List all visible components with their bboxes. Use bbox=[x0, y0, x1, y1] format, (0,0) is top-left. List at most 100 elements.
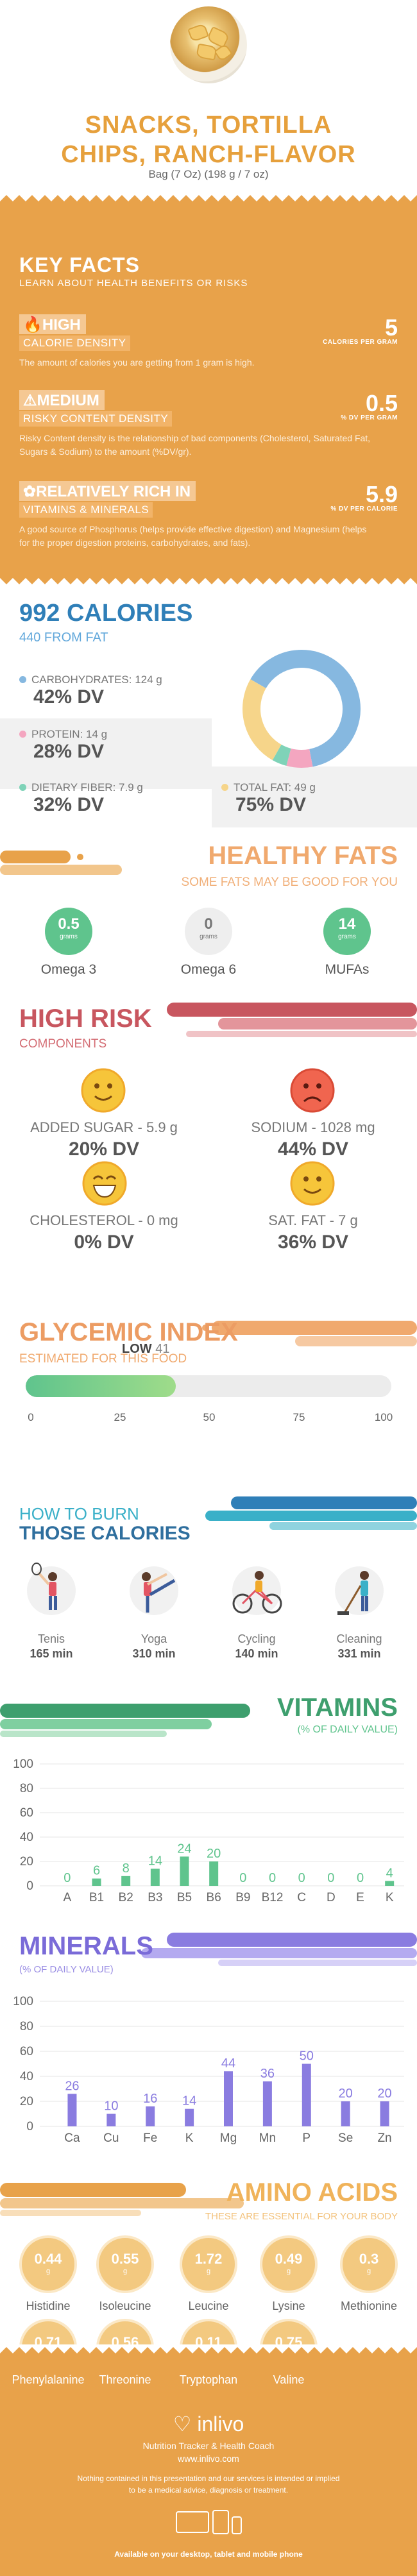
burn-label: Yoga bbox=[140, 1632, 167, 1645]
minerals-bar-chart: 0 20 40 60 80 100 26 Ca 10 Cu 16 Fe 14 K 44 Mg 36 Mn 50 P 20… bbox=[13, 1995, 404, 2145]
amino-circle: 0.55 g bbox=[96, 2235, 154, 2293]
healthy-fats-stripes bbox=[0, 851, 122, 875]
y-tick-label: 60 bbox=[20, 2045, 33, 2058]
fact-description: Risky Content density is the relationshi… bbox=[19, 433, 371, 457]
y-tick-label: 80 bbox=[20, 2020, 33, 2033]
leaf-icon: ✿ bbox=[23, 483, 37, 500]
fat-dot bbox=[221, 784, 228, 791]
x-tick-label: Zn bbox=[377, 2131, 391, 2145]
x-tick-label: A bbox=[63, 1891, 71, 1904]
x-tick-label: B9 bbox=[235, 1891, 250, 1904]
bar-value-label: 20 bbox=[339, 2087, 353, 2101]
bar-Mn bbox=[262, 2081, 272, 2126]
zigzag-bottom bbox=[0, 578, 417, 587]
x-tick-label: B3 bbox=[148, 1891, 162, 1904]
fact-level: 🔥HIGH bbox=[19, 314, 86, 334]
bar-value-label: 20 bbox=[207, 1847, 221, 1861]
macro-carbs: CARBOHYDRATES: 124 g 42% DV bbox=[19, 674, 162, 708]
key-facts-section: KEY FACTS LEARN ABOUT HEALTH BENEFITS OR… bbox=[0, 192, 417, 587]
glycemic-tick: 25 bbox=[114, 1411, 126, 1423]
healthy-fats-title: HEALTHY FATS bbox=[208, 842, 398, 870]
fact-vitamins-minerals: ✿RELATIVELY RICH IN VITAMINS & MINERALS … bbox=[19, 481, 398, 550]
page-title: SNACKS, TORTILLA CHIPS, RANCH-FLAVOR bbox=[0, 110, 417, 169]
glycemic-tick: 100 bbox=[374, 1411, 393, 1423]
macro-protein: PROTEIN: 14 g 28% DV bbox=[19, 728, 107, 763]
bar-value-label: 44 bbox=[221, 2056, 235, 2071]
macro-fiber: DIETARY FIBER: 7.9 g 32% DV bbox=[19, 781, 143, 816]
donut-slice-carbohydrates bbox=[250, 650, 361, 767]
fact-calorie-density: 🔥HIGH CALORIE DENSITY The amount of calo… bbox=[19, 314, 398, 369]
amino-circle: 0.44 g bbox=[19, 2235, 77, 2293]
amino-label: Lysine bbox=[272, 2300, 305, 2312]
vitamins-stripes bbox=[0, 1704, 250, 1737]
risk-label: SODIUM - 1028 mg bbox=[251, 1119, 375, 1135]
serving-size: Bag (7 Oz) (198 g / 7 oz) bbox=[148, 168, 269, 180]
macro-background bbox=[0, 718, 212, 789]
risk-label: ADDED SUGAR - 5.9 g bbox=[30, 1119, 178, 1135]
protein-dot bbox=[19, 731, 26, 738]
bar-value-label: 6 bbox=[93, 1864, 100, 1878]
minerals-title: MINERALS bbox=[19, 1932, 153, 1960]
healthy-fats-subtitle: SOME FATS MAY BE GOOD FOR YOU bbox=[181, 876, 398, 889]
bar-value-label: 24 bbox=[177, 1842, 191, 1856]
x-tick-label: K bbox=[185, 2131, 194, 2145]
fact-description: The amount of calories you are getting f… bbox=[19, 357, 255, 368]
amino-circle: 0.49 g bbox=[260, 2235, 318, 2293]
fiber-dot bbox=[19, 784, 26, 791]
fact-value: 0.5% DV PER GRAM bbox=[341, 390, 398, 421]
bar-value-label: 10 bbox=[104, 2099, 118, 2114]
y-tick-label: 0 bbox=[26, 2120, 33, 2133]
fact-label: CALORIE DENSITY bbox=[19, 335, 130, 351]
bar-value-label: 8 bbox=[123, 1861, 130, 1876]
tennis-icon bbox=[27, 1563, 76, 1615]
fact-value: 5 CALORIES PER GRAM bbox=[323, 314, 398, 346]
fact-level: ⚠MEDIUM bbox=[19, 390, 105, 410]
x-tick-label: K bbox=[386, 1891, 394, 1904]
burn-label: Cycling bbox=[237, 1632, 276, 1645]
amino-title: AMINO ACIDS bbox=[226, 2178, 398, 2207]
risk-label: CHOLESTEROL - 0 mg bbox=[30, 1212, 178, 1228]
amino-circle: 1.72 g bbox=[180, 2235, 237, 2293]
y-tick-label: 80 bbox=[20, 1782, 33, 1795]
bar-B5 bbox=[180, 1856, 189, 1886]
fact-description: A good source of Phosphorus (helps provi… bbox=[19, 524, 367, 548]
donut-slice-fiber bbox=[272, 744, 291, 766]
risk-value: 0% DV bbox=[74, 1232, 134, 1253]
heart-icon: ♡ bbox=[173, 2412, 192, 2436]
burn-stripes bbox=[205, 1496, 417, 1530]
amino-subtitle: THESE ARE ESSENTIAL FOR YOUR BODY bbox=[205, 2211, 398, 2222]
burn-time: 165 min bbox=[30, 1647, 73, 1660]
high-risk-stripes bbox=[167, 1003, 417, 1037]
bar-value-label: 0 bbox=[327, 1871, 334, 1885]
bar-B6 bbox=[209, 1861, 219, 1886]
title-line-2: CHIPS, RANCH-FLAVOR bbox=[61, 141, 356, 168]
amino-label: Phenylalanine bbox=[12, 2373, 85, 2386]
omega3-label: Omega 3 bbox=[40, 962, 97, 977]
glycemic-tick: 0 bbox=[28, 1411, 34, 1423]
amino-label: Leucine bbox=[188, 2300, 229, 2312]
bar-value-label: 20 bbox=[377, 2087, 391, 2101]
x-tick-label: Ca bbox=[64, 2131, 80, 2145]
glycemic-track bbox=[26, 1375, 391, 1397]
burn-title-line2: THOSE CALORIES bbox=[19, 1523, 191, 1544]
bar-Cu bbox=[106, 2114, 116, 2126]
title-line-1: SNACKS, TORTILLA bbox=[85, 112, 332, 139]
fact-risky-content: ⚠MEDIUM RISKY CONTENT DENSITY Risky Cont… bbox=[19, 390, 398, 459]
vitamins-title: VITAMINS bbox=[277, 1693, 398, 1722]
footer-available: Available on your desktop, tablet and mo… bbox=[114, 2550, 303, 2559]
x-tick-label: Se bbox=[338, 2131, 353, 2145]
minerals-subtitle: (% OF DAILY VALUE) bbox=[19, 1964, 114, 1975]
mufa-circle: 14 grams bbox=[323, 908, 371, 955]
footer-tagline: Nutrition Tracker & Health Coach bbox=[142, 2441, 275, 2451]
footer: Phenylalanine Threonine Tryptophan Valin… bbox=[0, 2344, 417, 2576]
fact-level: ✿RELATIVELY RICH IN bbox=[19, 481, 196, 501]
yoga-icon bbox=[130, 1566, 178, 1615]
bar-Se bbox=[341, 2101, 350, 2126]
bar-Mg bbox=[224, 2071, 233, 2126]
grin-face-icon bbox=[82, 1161, 127, 1206]
y-tick-label: 20 bbox=[20, 1855, 33, 1868]
zigzag-top bbox=[0, 192, 417, 201]
footer-url[interactable]: www.inlivo.com bbox=[178, 2453, 239, 2464]
donut-slice-fat bbox=[243, 679, 282, 761]
